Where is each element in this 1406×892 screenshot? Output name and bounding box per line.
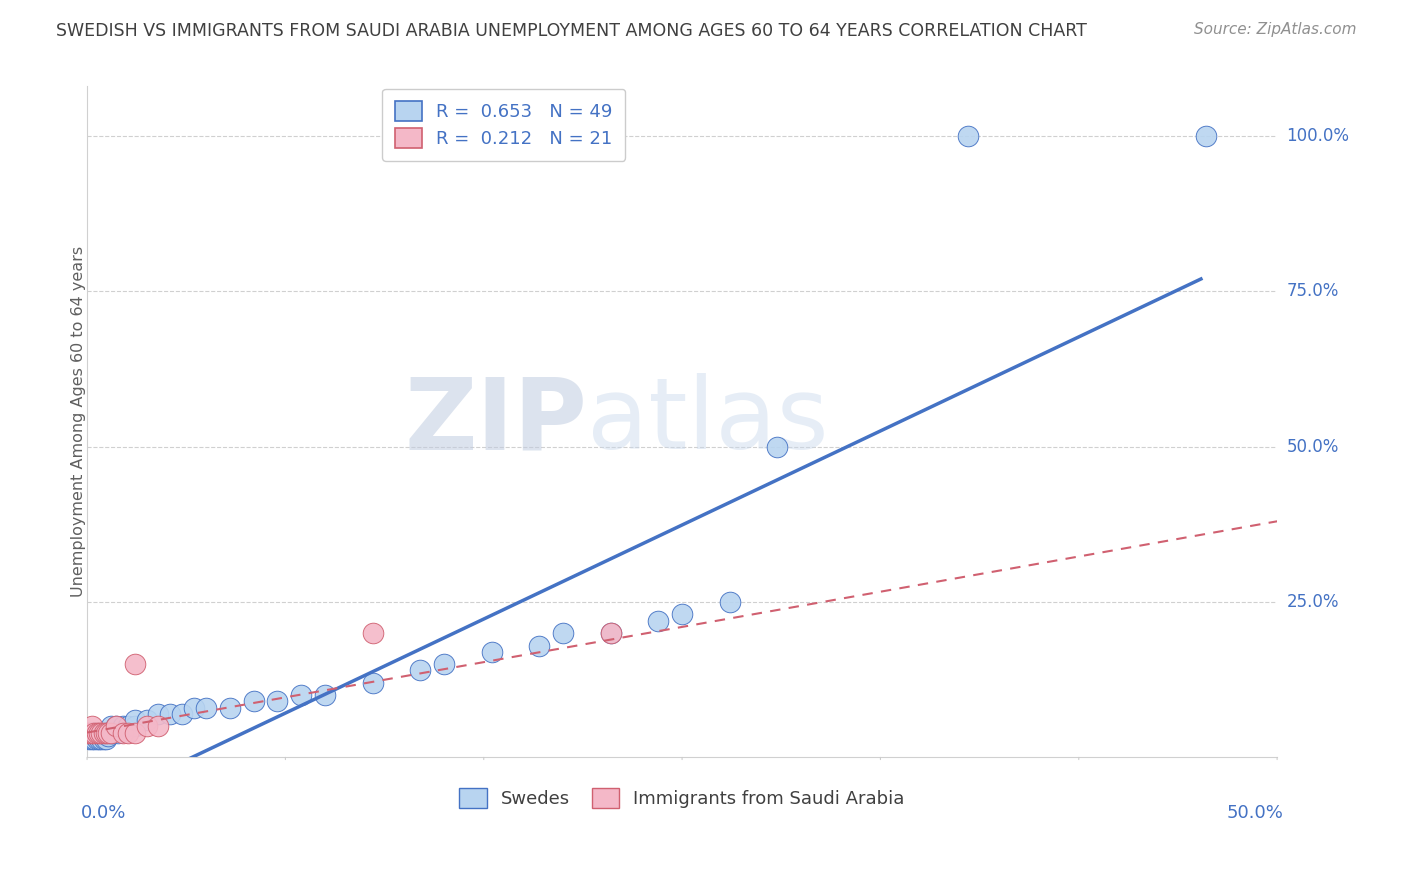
Text: ZIP: ZIP — [404, 374, 586, 470]
Point — [86, 725, 108, 739]
Point — [599, 626, 621, 640]
Point — [100, 725, 122, 739]
Point — [83, 725, 105, 739]
Point — [94, 731, 117, 746]
Point — [481, 645, 503, 659]
Y-axis label: Unemployment Among Ages 60 to 64 years: Unemployment Among Ages 60 to 64 years — [72, 246, 86, 598]
Point — [718, 595, 741, 609]
Point — [104, 719, 127, 733]
Point — [87, 725, 110, 739]
Point — [599, 626, 621, 640]
Point — [80, 725, 103, 739]
Text: 0.0%: 0.0% — [82, 805, 127, 822]
Point — [90, 731, 112, 746]
Point — [314, 688, 336, 702]
Point — [1195, 129, 1218, 144]
Point — [97, 729, 120, 743]
Point — [290, 688, 312, 702]
Point — [766, 440, 789, 454]
Point — [83, 731, 105, 746]
Point — [148, 719, 170, 733]
Legend: Swedes, Immigrants from Saudi Arabia: Swedes, Immigrants from Saudi Arabia — [453, 781, 912, 815]
Point — [87, 725, 110, 739]
Point — [90, 725, 112, 739]
Point — [956, 129, 979, 144]
Point — [111, 719, 134, 733]
Point — [361, 626, 384, 640]
Point — [94, 725, 117, 739]
Point — [100, 725, 122, 739]
Point — [433, 657, 456, 672]
Point — [195, 700, 218, 714]
Text: Source: ZipAtlas.com: Source: ZipAtlas.com — [1194, 22, 1357, 37]
Point — [93, 731, 115, 746]
Point — [266, 694, 288, 708]
Point — [242, 694, 264, 708]
Point — [124, 713, 146, 727]
Point — [76, 725, 98, 739]
Point — [529, 639, 551, 653]
Point — [107, 725, 129, 739]
Point — [647, 614, 669, 628]
Point — [172, 706, 194, 721]
Point — [97, 725, 120, 739]
Point — [135, 719, 157, 733]
Point — [100, 719, 122, 733]
Point — [86, 725, 108, 739]
Point — [94, 725, 117, 739]
Point — [79, 731, 101, 746]
Point — [135, 713, 157, 727]
Point — [80, 731, 103, 746]
Point — [148, 706, 170, 721]
Point — [117, 719, 139, 733]
Point — [117, 725, 139, 739]
Text: 25.0%: 25.0% — [1286, 593, 1339, 611]
Point — [87, 731, 110, 746]
Point — [361, 676, 384, 690]
Point — [183, 700, 205, 714]
Point — [80, 725, 103, 739]
Point — [79, 725, 101, 739]
Point — [103, 725, 125, 739]
Point — [124, 725, 146, 739]
Point — [159, 706, 181, 721]
Point — [218, 700, 240, 714]
Text: 100.0%: 100.0% — [1286, 127, 1350, 145]
Point — [90, 725, 112, 739]
Point — [124, 719, 146, 733]
Point — [671, 607, 693, 622]
Point — [86, 731, 108, 746]
Point — [93, 725, 115, 739]
Text: SWEDISH VS IMMIGRANTS FROM SAUDI ARABIA UNEMPLOYMENT AMONG AGES 60 TO 64 YEARS C: SWEDISH VS IMMIGRANTS FROM SAUDI ARABIA … — [56, 22, 1087, 40]
Text: 75.0%: 75.0% — [1286, 283, 1339, 301]
Point — [409, 664, 432, 678]
Point — [111, 725, 134, 739]
Text: 50.0%: 50.0% — [1286, 438, 1339, 456]
Point — [93, 725, 115, 739]
Point — [104, 719, 127, 733]
Text: atlas: atlas — [586, 374, 828, 470]
Point — [83, 725, 105, 739]
Point — [124, 657, 146, 672]
Point — [551, 626, 574, 640]
Text: 50.0%: 50.0% — [1226, 805, 1284, 822]
Point — [80, 719, 103, 733]
